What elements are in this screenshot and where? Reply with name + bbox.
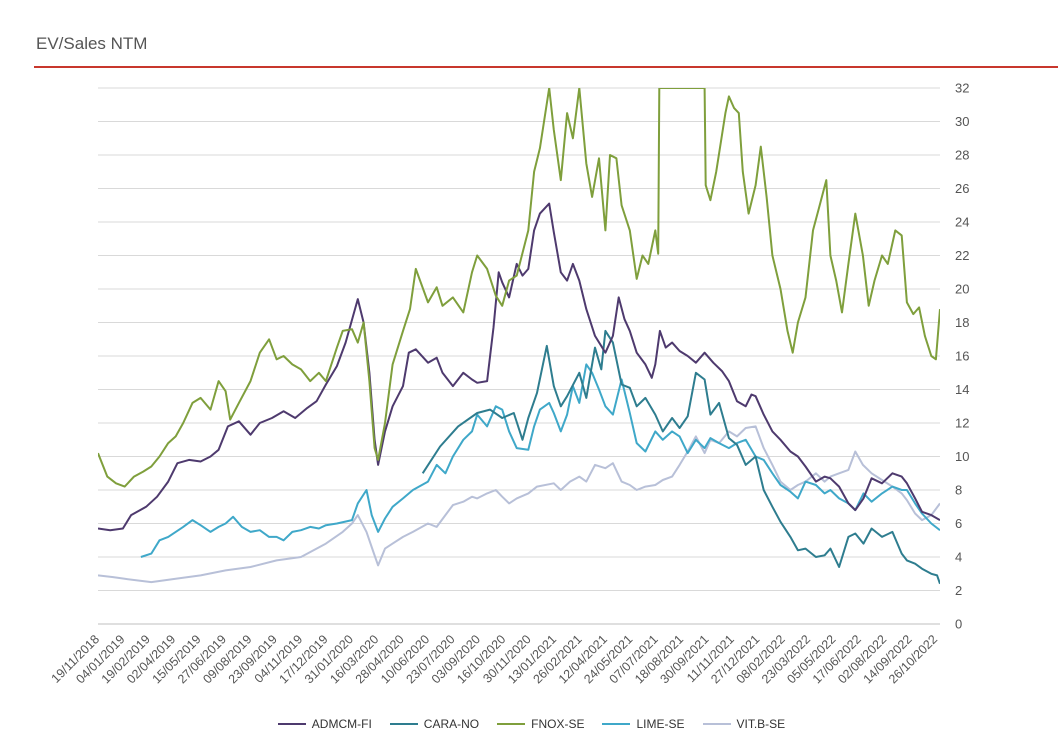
- y-tick-label: 24: [955, 215, 969, 230]
- legend-label: VIT.B-SE: [736, 717, 786, 731]
- series-line-cara-no: [421, 329, 940, 585]
- series-line-fnox-se: [98, 88, 940, 488]
- legend-item: FNOX-SE: [497, 717, 584, 731]
- y-tick-label: 0: [955, 617, 962, 632]
- legend-label: CARA-NO: [423, 717, 480, 731]
- y-tick-label: 10: [955, 449, 969, 464]
- y-tick-label: 14: [955, 382, 969, 397]
- legend-swatch: [602, 722, 631, 725]
- y-tick-label: 18: [955, 315, 969, 330]
- y-tick-label: 20: [955, 282, 969, 297]
- y-tick-label: 2: [955, 583, 962, 598]
- series-line-lime-se: [140, 363, 940, 558]
- chart-legend: ADMCM-FI CARA-NO FNOX-SE LIME-SE VIT.B-SE: [0, 717, 1063, 731]
- y-tick-label: 32: [955, 81, 969, 96]
- title-divider: [34, 66, 1058, 68]
- y-tick-label: 30: [955, 114, 969, 129]
- legend-swatch: [277, 722, 306, 725]
- series-line-admcm-fi: [98, 202, 940, 532]
- y-tick-label: 26: [955, 181, 969, 196]
- chart-title: EV/Sales NTM: [36, 34, 148, 53]
- y-tick-label: 4: [955, 550, 962, 565]
- y-tick-label: 6: [955, 516, 962, 531]
- legend-swatch: [389, 722, 418, 725]
- line-chart: 0246810121416182022242628303219/11/20180…: [49, 81, 970, 687]
- legend-label: FNOX-SE: [531, 717, 585, 731]
- legend-label: LIME-SE: [636, 717, 685, 731]
- legend-item: CARA-NO: [389, 717, 480, 731]
- legend-item: ADMCM-FI: [277, 717, 372, 731]
- legend-swatch: [497, 722, 526, 725]
- y-tick-label: 28: [955, 148, 969, 163]
- legend-swatch: [702, 722, 731, 725]
- y-tick-label: 8: [955, 483, 962, 498]
- y-tick-label: 12: [955, 416, 969, 431]
- series-line-vit-b-se: [98, 425, 940, 584]
- y-tick-label: 16: [955, 349, 969, 364]
- y-tick-label: 22: [955, 248, 969, 263]
- legend-item: LIME-SE: [602, 717, 685, 731]
- legend-item: VIT.B-SE: [702, 717, 786, 731]
- legend-label: ADMCM-FI: [311, 717, 372, 731]
